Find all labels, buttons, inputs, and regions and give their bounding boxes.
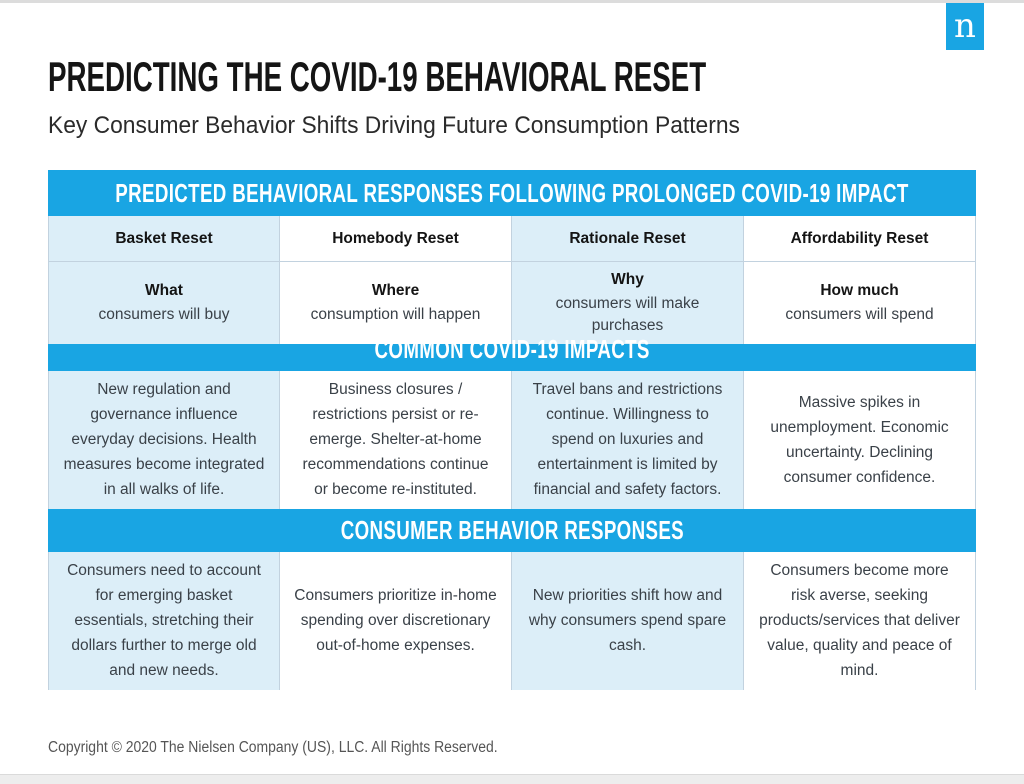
impact-cell-affordability: Massive spikes in unemployment. Economic… [744, 371, 976, 509]
impact-cell-basket: New regulation and governance influence … [48, 371, 280, 509]
page-title-text: PREDICTING THE COVID-19 BEHAVIORAL RESET [48, 53, 707, 100]
question-cell-basket: What consumers will buy [48, 262, 280, 344]
response-cell-homebody: Consumers prioritize in-home spending ov… [280, 552, 512, 690]
page-subtitle: Key Consumer Behavior Shifts Driving Fut… [48, 112, 976, 140]
question-rest: consumers will spend [785, 306, 934, 324]
question-rest: consumers will make purchases [555, 294, 700, 335]
question-word: Why [611, 271, 644, 288]
question-cell-homebody: Where consumption will happen [280, 262, 512, 344]
nielsen-logo-letter: n [954, 5, 976, 46]
response-cell-basket: Consumers need to account for emerging b… [48, 552, 280, 690]
band-common-impacts-label: COMMON COVID-19 IMPACTS [374, 333, 650, 364]
question-word: How much [820, 282, 899, 300]
band-predicted-responses-label: PREDICTED BEHAVIORAL RESPONSES FOLLOWING… [115, 177, 909, 208]
impact-text: Business closures / restrictions persist… [302, 381, 489, 499]
response-cell-rationale: New priorities shift how and why consume… [512, 552, 744, 690]
question-cell-rationale: Why consumers will make purchases [512, 262, 744, 344]
response-text: Consumers become more risk averse, seeki… [759, 562, 960, 680]
impacts-row: New regulation and governance influence … [48, 371, 976, 509]
copyright-text: Copyright © 2020 The Nielsen Company (US… [48, 739, 976, 757]
responses-row: Consumers need to account for emerging b… [48, 552, 976, 690]
response-text: Consumers need to account for emerging b… [67, 562, 261, 680]
behavioral-reset-table: PREDICTED BEHAVIORAL RESPONSES FOLLOWING… [48, 170, 976, 690]
question-row: What consumers will buy Where consumptio… [48, 262, 976, 344]
impact-cell-rationale: Travel bans and restrictions continue. W… [512, 371, 744, 509]
column-header-homebody: Homebody Reset [280, 216, 512, 261]
content-area: PREDICTING THE COVID-19 BEHAVIORAL RESET… [48, 0, 976, 757]
response-text: Consumers prioritize in-home spending ov… [294, 587, 497, 655]
response-cell-affordability: Consumers become more risk averse, seeki… [744, 552, 976, 690]
column-header-affordability: Affordability Reset [744, 216, 976, 261]
band-behavior-responses-label: CONSUMER BEHAVIOR RESPONSES [340, 514, 684, 545]
band-predicted-responses: PREDICTED BEHAVIORAL RESPONSES FOLLOWING… [48, 170, 976, 216]
impact-cell-homebody: Business closures / restrictions persist… [280, 371, 512, 509]
question-rest: consumers will buy [98, 306, 230, 324]
impact-text: Travel bans and restrictions continue. W… [532, 381, 723, 499]
impact-text: New regulation and governance influence … [63, 381, 265, 499]
column-header-row: Basket Reset Homebody Reset Rationale Re… [48, 216, 976, 262]
page-subtitle-text: Key Consumer Behavior Shifts Driving Fut… [48, 112, 740, 139]
question-rest: consumption will happen [310, 306, 481, 324]
question-word: Where [371, 282, 420, 300]
column-header-label: Rationale Reset [569, 229, 686, 247]
column-header-label: Basket Reset [115, 229, 213, 247]
question-word: What [145, 282, 183, 300]
column-header-label: Affordability Reset [790, 229, 929, 247]
column-header-basket: Basket Reset [48, 216, 280, 261]
bottom-divider [0, 774, 1024, 784]
band-behavior-responses: CONSUMER BEHAVIOR RESPONSES [48, 508, 976, 552]
response-text: New priorities shift how and why consume… [528, 587, 727, 655]
nielsen-logo: n [946, 3, 984, 50]
column-header-label: Homebody Reset [332, 229, 459, 247]
column-header-rationale: Rationale Reset [512, 216, 744, 261]
copyright-text-inner: Copyright © 2020 The Nielsen Company (US… [48, 739, 498, 756]
top-divider [0, 0, 1024, 3]
question-cell-affordability: How much consumers will spend [744, 262, 976, 344]
page-title: PREDICTING THE COVID-19 BEHAVIORAL RESET [48, 0, 976, 98]
impact-text: Massive spikes in unemployment. Economic… [770, 393, 949, 486]
